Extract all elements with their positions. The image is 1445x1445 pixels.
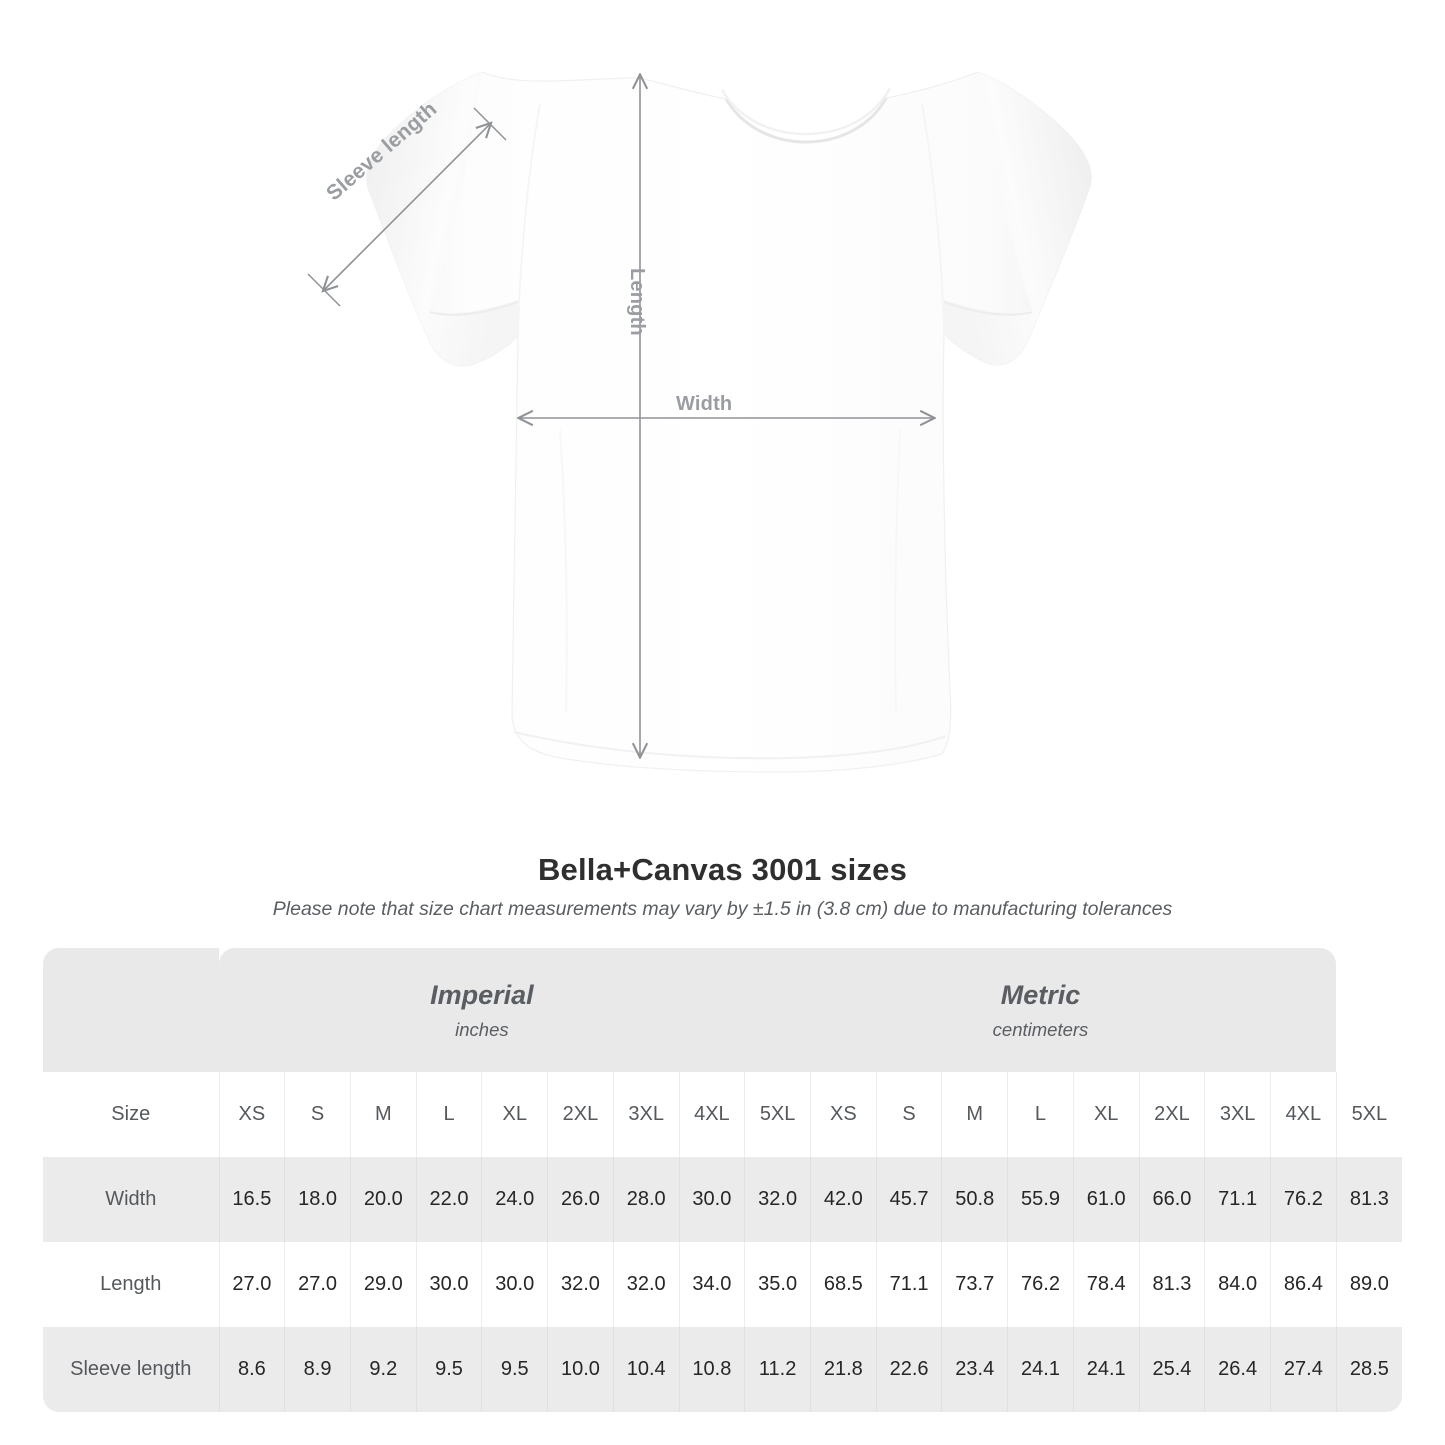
cell-metric-length-4xl: 86.4: [1270, 1242, 1337, 1327]
tolerance-note: Please note that size chart measurements…: [272, 898, 1173, 920]
cell-imperial-width-s: 18.0: [284, 1157, 351, 1242]
size-header-imperial-4xl: 4XL: [678, 1072, 745, 1157]
cell-imperial-length-3xl: 32.0: [612, 1242, 680, 1327]
size-header-metric-s: S: [875, 1072, 942, 1157]
cell-metric-width-5xl: 81.3: [1335, 1157, 1402, 1242]
cell-imperial-sleeve-length-s: 8.9: [284, 1327, 351, 1412]
cell-metric-length-5xl: 89.0: [1335, 1242, 1402, 1327]
cell-metric-length-m: 73.7: [941, 1242, 1008, 1327]
cell-metric-length-l: 76.2: [1007, 1242, 1074, 1327]
cell-imperial-sleeve-length-4xl: 10.8: [678, 1327, 745, 1412]
cell-metric-width-m: 50.8: [941, 1157, 1008, 1242]
cell-imperial-length-xs: 27.0: [218, 1242, 285, 1327]
cell-imperial-width-xs: 16.5: [218, 1157, 285, 1242]
tshirt-diagram: Sleeve length Length Width: [307, 71, 1092, 773]
cell-metric-width-2xl: 66.0: [1138, 1157, 1205, 1242]
cell-imperial-sleeve-length-xl: 9.5: [481, 1327, 548, 1412]
width-label: Width: [676, 393, 733, 415]
cell-metric-sleeve-length-3xl: 26.4: [1204, 1327, 1271, 1412]
cell-metric-length-xl: 78.4: [1072, 1242, 1140, 1327]
size-header-imperial-xl: XL: [481, 1072, 548, 1157]
size-header-imperial-3xl: 3XL: [612, 1072, 680, 1157]
cell-metric-sleeve-length-xs: 21.8: [809, 1327, 877, 1412]
size-header-imperial-2xl: 2XL: [547, 1072, 614, 1157]
cell-imperial-length-4xl: 34.0: [678, 1242, 745, 1327]
cell-imperial-width-3xl: 28.0: [612, 1157, 680, 1242]
size-header-imperial-s: S: [284, 1072, 351, 1157]
cell-imperial-length-s: 27.0: [284, 1242, 351, 1327]
unit-group-header-row: Imperial inches Metric centimeters: [43, 948, 1402, 1072]
size-header-metric-5xl: 5XL: [1335, 1072, 1402, 1157]
unit-group-subtitle: centimeters: [992, 1019, 1089, 1041]
size-header-metric-4xl: 4XL: [1270, 1072, 1337, 1157]
unit-group-name: Imperial: [430, 979, 534, 1010]
cell-metric-width-3xl: 71.1: [1204, 1157, 1271, 1242]
cell-metric-width-4xl: 76.2: [1270, 1157, 1337, 1242]
unit-header-spacer: [43, 948, 219, 1072]
cell-imperial-sleeve-length-m: 9.2: [349, 1327, 417, 1412]
table-row: Length 27.0 27.0 29.0 30.0 30.0 32.0 32.0 34.0 35…: [43, 1242, 1402, 1327]
tshirt-illustration: [307, 71, 1092, 773]
table-row: Width 16.5 18.0 20.0 22.0 24.0 26.0 28.0 30.0 32.…: [43, 1157, 1402, 1242]
cell-metric-sleeve-length-xl: 24.1: [1072, 1327, 1140, 1412]
sleeve-length-dimension-arrow: [307, 107, 507, 307]
unit-group-header-imperial: Imperial inches: [219, 948, 745, 1072]
cell-imperial-sleeve-length-3xl: 10.4: [612, 1327, 680, 1412]
cell-metric-length-2xl: 81.3: [1138, 1242, 1205, 1327]
row-label-length: Length: [43, 1242, 219, 1327]
cell-metric-sleeve-length-s: 22.6: [875, 1327, 942, 1412]
cell-imperial-length-5xl: 35.0: [744, 1242, 811, 1327]
cell-imperial-width-l: 22.0: [415, 1157, 482, 1242]
size-header-imperial-l: L: [415, 1072, 482, 1157]
size-header-row: Size XS S M L XL 2XL 3XL 4XL 5XL XS S M L XL 2XL 3XL 4XL 5…: [43, 1072, 1402, 1157]
size-header-metric-3xl: 3XL: [1204, 1072, 1271, 1157]
cell-metric-width-xs: 42.0: [809, 1157, 877, 1242]
cell-imperial-sleeve-length-xs: 8.6: [218, 1327, 285, 1412]
row-label-width: Width: [43, 1157, 219, 1242]
cell-imperial-sleeve-length-l: 9.5: [415, 1327, 482, 1412]
size-header-label: Size: [43, 1072, 219, 1157]
cell-metric-sleeve-length-5xl: 28.5: [1335, 1327, 1402, 1412]
cell-imperial-sleeve-length-2xl: 10.0: [547, 1327, 614, 1412]
size-header-metric-xs: XS: [809, 1072, 877, 1157]
unit-group-header-metric: Metric centimeters: [744, 948, 1337, 1072]
cell-imperial-width-2xl: 26.0: [547, 1157, 614, 1242]
cell-imperial-length-xl: 30.0: [481, 1242, 548, 1327]
size-header-imperial-xs: XS: [218, 1072, 285, 1157]
cell-metric-width-xl: 61.0: [1072, 1157, 1140, 1242]
cell-metric-width-l: 55.9: [1007, 1157, 1074, 1242]
cell-imperial-width-4xl: 30.0: [678, 1157, 745, 1242]
cell-metric-sleeve-length-2xl: 25.4: [1138, 1327, 1205, 1412]
cell-metric-length-xs: 68.5: [809, 1242, 877, 1327]
size-header-imperial-5xl: 5XL: [744, 1072, 811, 1157]
cell-metric-length-s: 71.1: [875, 1242, 942, 1327]
cell-imperial-length-2xl: 32.0: [547, 1242, 614, 1327]
cell-metric-sleeve-length-l: 24.1: [1007, 1327, 1074, 1412]
cell-imperial-width-5xl: 32.0: [744, 1157, 811, 1242]
cell-imperial-width-xl: 24.0: [481, 1157, 548, 1242]
row-label-sleeve-length: Sleeve length: [43, 1327, 219, 1412]
unit-group-name: Metric: [1000, 979, 1081, 1010]
size-chart-table: Imperial inches Metric centimeters Size XS S M L…: [43, 948, 1402, 1412]
size-header-metric-xl: XL: [1072, 1072, 1140, 1157]
cell-metric-width-s: 45.7: [875, 1157, 942, 1242]
size-header-metric-2xl: 2XL: [1138, 1072, 1205, 1157]
cell-metric-sleeve-length-m: 23.4: [941, 1327, 1008, 1412]
unit-group-subtitle: inches: [455, 1019, 509, 1041]
size-header-imperial-m: M: [349, 1072, 417, 1157]
cell-imperial-length-m: 29.0: [349, 1242, 417, 1327]
cell-imperial-length-l: 30.0: [415, 1242, 482, 1327]
table-row: Sleeve length 8.6 8.9 9.2 9.5 9.5 10.0 10.4 10.8…: [43, 1327, 1402, 1412]
length-label: Length: [626, 268, 648, 336]
size-header-metric-l: L: [1007, 1072, 1074, 1157]
size-header-metric-m: M: [941, 1072, 1008, 1157]
shirt-body-shape: [366, 71, 1092, 773]
cell-imperial-width-m: 20.0: [349, 1157, 417, 1242]
cell-imperial-sleeve-length-5xl: 11.2: [744, 1327, 811, 1412]
page-title: Bella+Canvas 3001 sizes: [537, 852, 908, 887]
cell-metric-length-3xl: 84.0: [1204, 1242, 1271, 1327]
cell-metric-sleeve-length-4xl: 27.4: [1270, 1327, 1337, 1412]
